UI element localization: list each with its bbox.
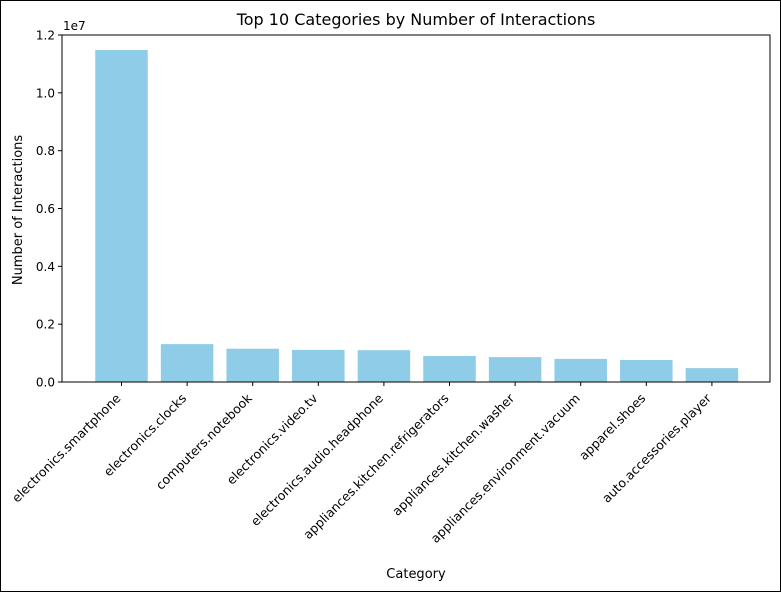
y-axis-ticks: 0.0 0.2 0.4 0.6 0.8 1.0 1.2	[36, 29, 62, 390]
y-tick-label: 0.4	[36, 260, 55, 274]
bar	[554, 358, 607, 382]
bar	[488, 357, 542, 382]
chart-title: Top 10 Categories by Number of Interacti…	[236, 10, 596, 29]
x-tick-label: appliances.environment.vacuum	[428, 391, 583, 546]
bar	[292, 349, 345, 382]
y-tick-label: 0.0	[36, 376, 55, 390]
x-tick-label: appliances.kitchen.refrigerators	[300, 391, 452, 543]
bar	[620, 360, 673, 382]
y-tick-label: 0.2	[36, 318, 55, 332]
y-axis-offset-label: 1e7	[63, 19, 86, 33]
bar	[423, 355, 476, 382]
x-tick-label: appliances.kitchen.washer	[389, 390, 518, 519]
bar	[685, 368, 739, 382]
bar	[160, 344, 214, 382]
x-axis-ticks: electronics.smartphoneelectronics.clocks…	[9, 382, 715, 546]
y-tick-label: 1.0	[36, 86, 55, 100]
y-tick-label: 0.8	[36, 144, 55, 158]
y-tick-label: 1.2	[36, 29, 55, 43]
x-tick-label: auto.accessories.player	[599, 390, 715, 506]
x-tick-label: electronics.audio.headphone	[248, 390, 387, 529]
y-axis-label: Number of Interactions	[11, 135, 26, 286]
x-axis-label: Category	[386, 567, 446, 582]
bar	[357, 350, 411, 382]
y-tick-label: 0.6	[36, 202, 55, 216]
x-tick-label: apparel.shoes	[576, 391, 648, 463]
x-tick-label: electronics.smartphone	[9, 390, 124, 505]
bars	[95, 50, 739, 382]
bar	[95, 50, 148, 382]
plot-area-frame	[61, 34, 771, 383]
bar	[226, 348, 279, 382]
